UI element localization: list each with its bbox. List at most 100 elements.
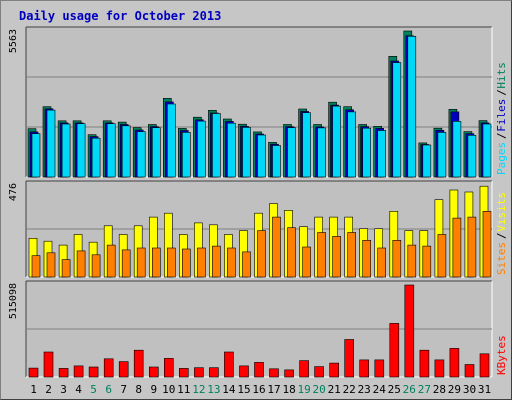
x-tick-label-day-18: 18 xyxy=(282,383,295,396)
bar-pages-day-19 xyxy=(302,112,311,178)
x-tick-label-day-23: 23 xyxy=(358,383,371,396)
bar-kbytes-day-24 xyxy=(374,359,385,378)
bar-kbytes-day-27 xyxy=(419,349,430,378)
bar-kbytes-day-18 xyxy=(284,369,294,378)
bar-pages-day-20 xyxy=(317,127,326,178)
x-tick-label-day-24: 24 xyxy=(373,383,387,396)
bar-pages-day-17 xyxy=(272,145,281,178)
bar-kbytes-day-13 xyxy=(209,367,219,378)
bar-pages-day-11 xyxy=(182,132,191,178)
x-tick-label-day-22: 22 xyxy=(343,383,356,396)
x-tick-label-day-10: 10 xyxy=(162,383,175,396)
bar-pages-day-1 xyxy=(31,133,41,178)
bar-sites-day-13 xyxy=(212,245,221,278)
bar-pages-day-12 xyxy=(197,120,206,178)
x-tick-label-day-1: 1 xyxy=(30,383,37,396)
bar-kbytes-day-29 xyxy=(449,348,460,378)
bar-sites-day-26 xyxy=(407,244,417,278)
bar-sites-day-6 xyxy=(106,244,116,278)
y-max-label: 515098 xyxy=(8,283,19,319)
bar-pages-day-23 xyxy=(362,127,372,178)
x-tick-label-day-5: 5 xyxy=(90,383,97,396)
bar-pages-day-29 xyxy=(452,121,462,178)
x-tick-label-day-15: 15 xyxy=(237,383,250,396)
bar-kbytes-day-14 xyxy=(224,351,234,378)
x-tick-label-day-14: 14 xyxy=(222,383,236,396)
bar-sites-day-18 xyxy=(287,227,296,278)
bar-pages-day-6 xyxy=(106,123,116,178)
bar-sites-day-8 xyxy=(136,247,146,278)
y-max-label: 5563 xyxy=(8,29,19,53)
bar-pages-day-28 xyxy=(437,132,447,178)
bar-pages-day-13 xyxy=(212,113,221,178)
legend-kbytes: KBytes xyxy=(495,335,508,375)
x-tick-label-day-11: 11 xyxy=(177,383,190,396)
bar-kbytes-day-3 xyxy=(58,368,69,378)
x-tick-label-day-7: 7 xyxy=(120,383,127,396)
bar-sites-day-29 xyxy=(452,217,462,278)
x-tick-label-day-9: 9 xyxy=(150,383,157,396)
x-tick-label-day-2: 2 xyxy=(45,383,52,396)
bar-pages-day-4 xyxy=(76,123,86,178)
x-tick-label-day-6: 6 xyxy=(105,383,112,396)
bar-kbytes-day-17 xyxy=(269,368,279,378)
bar-sites-day-24 xyxy=(377,247,387,278)
legend-hits: Hits xyxy=(495,62,508,89)
bar-pages-day-5 xyxy=(91,137,101,178)
bar-pages-day-30 xyxy=(467,135,477,178)
bar-kbytes-day-6 xyxy=(103,358,114,378)
bar-sites-day-22 xyxy=(347,232,357,278)
bar-kbytes-day-25 xyxy=(389,323,400,378)
bar-sites-day-31 xyxy=(482,211,492,278)
x-tick-label-day-16: 16 xyxy=(252,383,265,396)
bar-kbytes-day-1 xyxy=(28,367,39,378)
bar-kbytes-day-20 xyxy=(314,366,324,378)
bar-kbytes-day-26 xyxy=(404,284,415,378)
bar-sites-day-5 xyxy=(91,254,101,278)
bar-kbytes-day-4 xyxy=(73,365,84,378)
bar-sites-day-16 xyxy=(257,230,266,278)
x-tick-label-day-20: 20 xyxy=(312,383,325,396)
bar-sites-day-27 xyxy=(422,245,432,278)
bar-pages-day-8 xyxy=(136,131,146,178)
bar-kbytes-day-21 xyxy=(329,362,340,378)
bar-sites-day-12 xyxy=(197,247,206,278)
y-max-label: 476 xyxy=(8,183,19,201)
x-tick-label-day-12: 12 xyxy=(192,383,205,396)
bar-sites-day-14 xyxy=(227,247,236,278)
chart-title: Daily usage for October 2013 xyxy=(19,9,221,23)
x-tick-label-day-25: 25 xyxy=(388,383,401,396)
bar-sites-day-20 xyxy=(317,232,326,278)
x-tick-label-day-8: 8 xyxy=(135,383,142,396)
legend-separator: / xyxy=(495,132,508,139)
bar-kbytes-day-12 xyxy=(194,367,204,378)
legend-separator: / xyxy=(495,232,508,239)
bar-pages-day-10 xyxy=(167,103,176,178)
x-tick-label-day-28: 28 xyxy=(433,383,446,396)
bar-pages-day-15 xyxy=(242,127,251,178)
bar-sites-day-23 xyxy=(362,240,372,278)
bar-pages-day-24 xyxy=(377,130,387,178)
bar-kbytes-day-8 xyxy=(133,349,144,378)
bar-sites-day-21 xyxy=(332,236,341,278)
x-tick-label-day-21: 21 xyxy=(328,383,341,396)
legend-visits: Visits xyxy=(495,192,508,232)
bar-sites-day-19 xyxy=(302,246,311,278)
bar-kbytes-day-11 xyxy=(179,368,189,378)
bar-kbytes-day-7 xyxy=(118,361,129,378)
bar-sites-day-11 xyxy=(182,248,191,278)
bar-kbytes-day-31 xyxy=(479,353,490,378)
bar-sites-day-3 xyxy=(61,259,71,278)
bar-sites-day-28 xyxy=(437,234,447,278)
x-tick-label-day-31: 31 xyxy=(478,383,491,396)
bar-pages-day-31 xyxy=(482,123,492,178)
bar-pages-day-27 xyxy=(422,144,432,178)
bar-sites-day-30 xyxy=(467,216,477,278)
x-tick-label-day-4: 4 xyxy=(75,383,82,396)
bar-pages-day-21 xyxy=(332,105,341,178)
bar-sites-day-25 xyxy=(392,240,402,278)
bar-sites-day-1 xyxy=(31,255,41,278)
bar-kbytes-day-19 xyxy=(299,360,309,378)
